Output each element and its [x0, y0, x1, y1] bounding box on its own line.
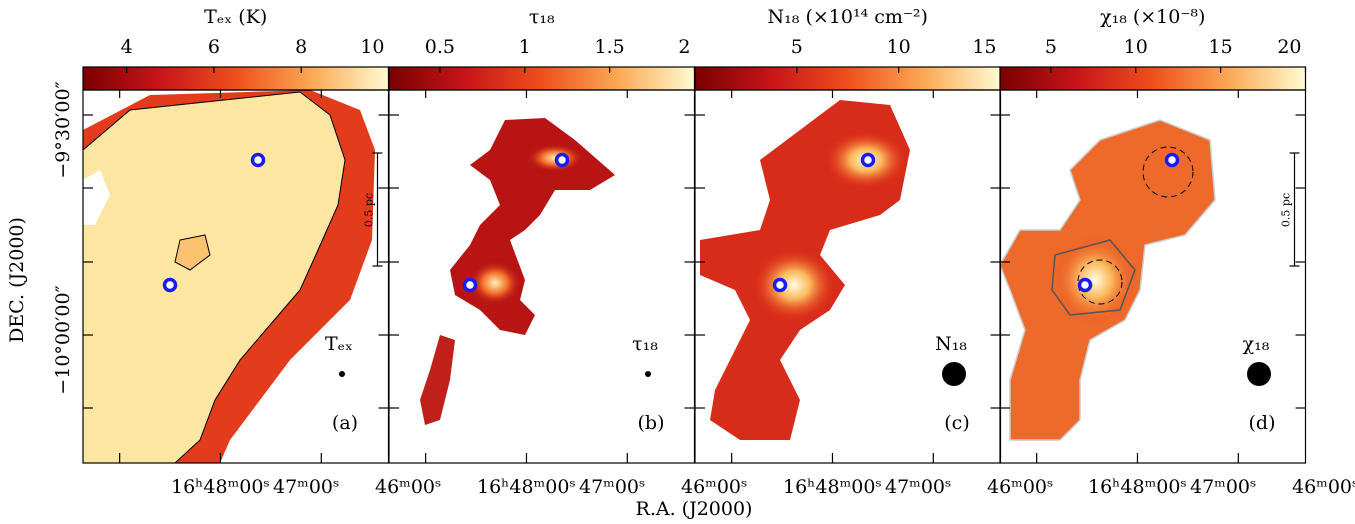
ra-tick-label: 16ʰ48ᵐ00ˢ	[171, 476, 270, 498]
ra-tick-label: 16ʰ48ᵐ00ˢ	[477, 476, 576, 498]
panel-label: (c)	[944, 412, 969, 434]
beam	[339, 371, 345, 377]
colorbar-tick-label: 4	[121, 36, 133, 58]
map-b	[420, 118, 615, 425]
source-marker	[250, 152, 266, 168]
quantity-label: τ₁₈	[632, 333, 658, 355]
x-axis-title: R.A. (J2000)	[636, 498, 753, 520]
ra-tick-label: 47ᵐ00ˢ	[273, 476, 339, 498]
ra-tick-label: 47ᵐ00ˢ	[885, 476, 951, 498]
y-axis-title: DEC. (J2000)	[6, 217, 28, 343]
colorbar-tick-label: 10	[887, 36, 911, 58]
ra-tick-label: 47ᵐ00ˢ	[1190, 476, 1256, 498]
colorbar-tick-label: 1	[519, 36, 531, 58]
scale-bar-label: 0.5 pc	[363, 193, 376, 227]
colorbar-title: N₁₈ (×10¹⁴ cm⁻²)	[768, 6, 928, 28]
source-marker	[462, 277, 478, 293]
map-frame	[999, 89, 1307, 464]
colorbar-tick-label: 20	[1277, 36, 1301, 58]
colorbar-title: τ₁₈	[529, 6, 555, 28]
panel-label: (d)	[1249, 412, 1276, 434]
colorbar-title: χ₁₈ (×10⁻⁸)	[1100, 6, 1205, 28]
colorbar-tick-label: 15	[1209, 36, 1233, 58]
ra-tick-label: 16ʰ48ᵐ00ˢ	[1088, 476, 1187, 498]
colorbar-tick-label: 5	[791, 36, 803, 58]
colorbar-tick-label: 10	[1124, 36, 1148, 58]
panel-label: (b)	[638, 412, 665, 434]
colorbar-title: Tₑₓ (K)	[204, 6, 267, 28]
source-marker	[772, 277, 788, 293]
ra-tick-label: 47ᵐ00ˢ	[579, 476, 645, 498]
beam	[645, 371, 651, 377]
ra-tick-label: 16ʰ48ᵐ00ˢ	[783, 476, 882, 498]
quantity-label: Tₑₓ	[325, 333, 353, 355]
colorbar-tick-label: 15	[972, 36, 996, 58]
source-marker	[1164, 152, 1180, 168]
colorbar-tick-label: 0.5	[425, 36, 455, 58]
quantity-label: χ₁₈	[1243, 333, 1270, 355]
y-tick-label: −9°30′00″	[52, 81, 74, 178]
colorbar-tick-label: 8	[295, 36, 307, 58]
colorbar-tick-label: 5	[1045, 36, 1057, 58]
source-marker	[1077, 277, 1093, 293]
colorbar	[694, 66, 1002, 91]
ra-tick-label: 46ᵐ00ˢ	[375, 476, 441, 498]
colorbar-tick-label: 1.5	[595, 36, 625, 58]
beam	[1247, 362, 1271, 386]
colorbar-tick-label: 10	[360, 36, 384, 58]
source-marker	[162, 277, 178, 293]
source-marker	[860, 152, 876, 168]
quantity-label: N₁₈	[935, 333, 967, 355]
colorbar	[999, 66, 1307, 91]
map-c	[700, 100, 910, 440]
ra-tick-label: 46ᵐ00ˢ	[987, 476, 1053, 498]
ra-tick-label: 46ᵐ00ˢ	[681, 476, 747, 498]
map-d	[1000, 119, 1216, 441]
y-tick-label: −10°00′00″	[52, 285, 74, 394]
map-a	[83, 90, 375, 463]
beam	[942, 362, 966, 386]
colorbar-tick-label: 6	[208, 36, 220, 58]
panel-label: (a)	[332, 412, 358, 434]
colorbar-tick-label: 2	[678, 36, 690, 58]
source-marker	[554, 152, 570, 168]
colorbar	[82, 66, 390, 91]
scale-bar-label: 0.5 pc	[1280, 193, 1293, 227]
colorbar	[388, 66, 696, 91]
ra-tick-label: 46ᵐ00ˢ	[1292, 476, 1355, 498]
